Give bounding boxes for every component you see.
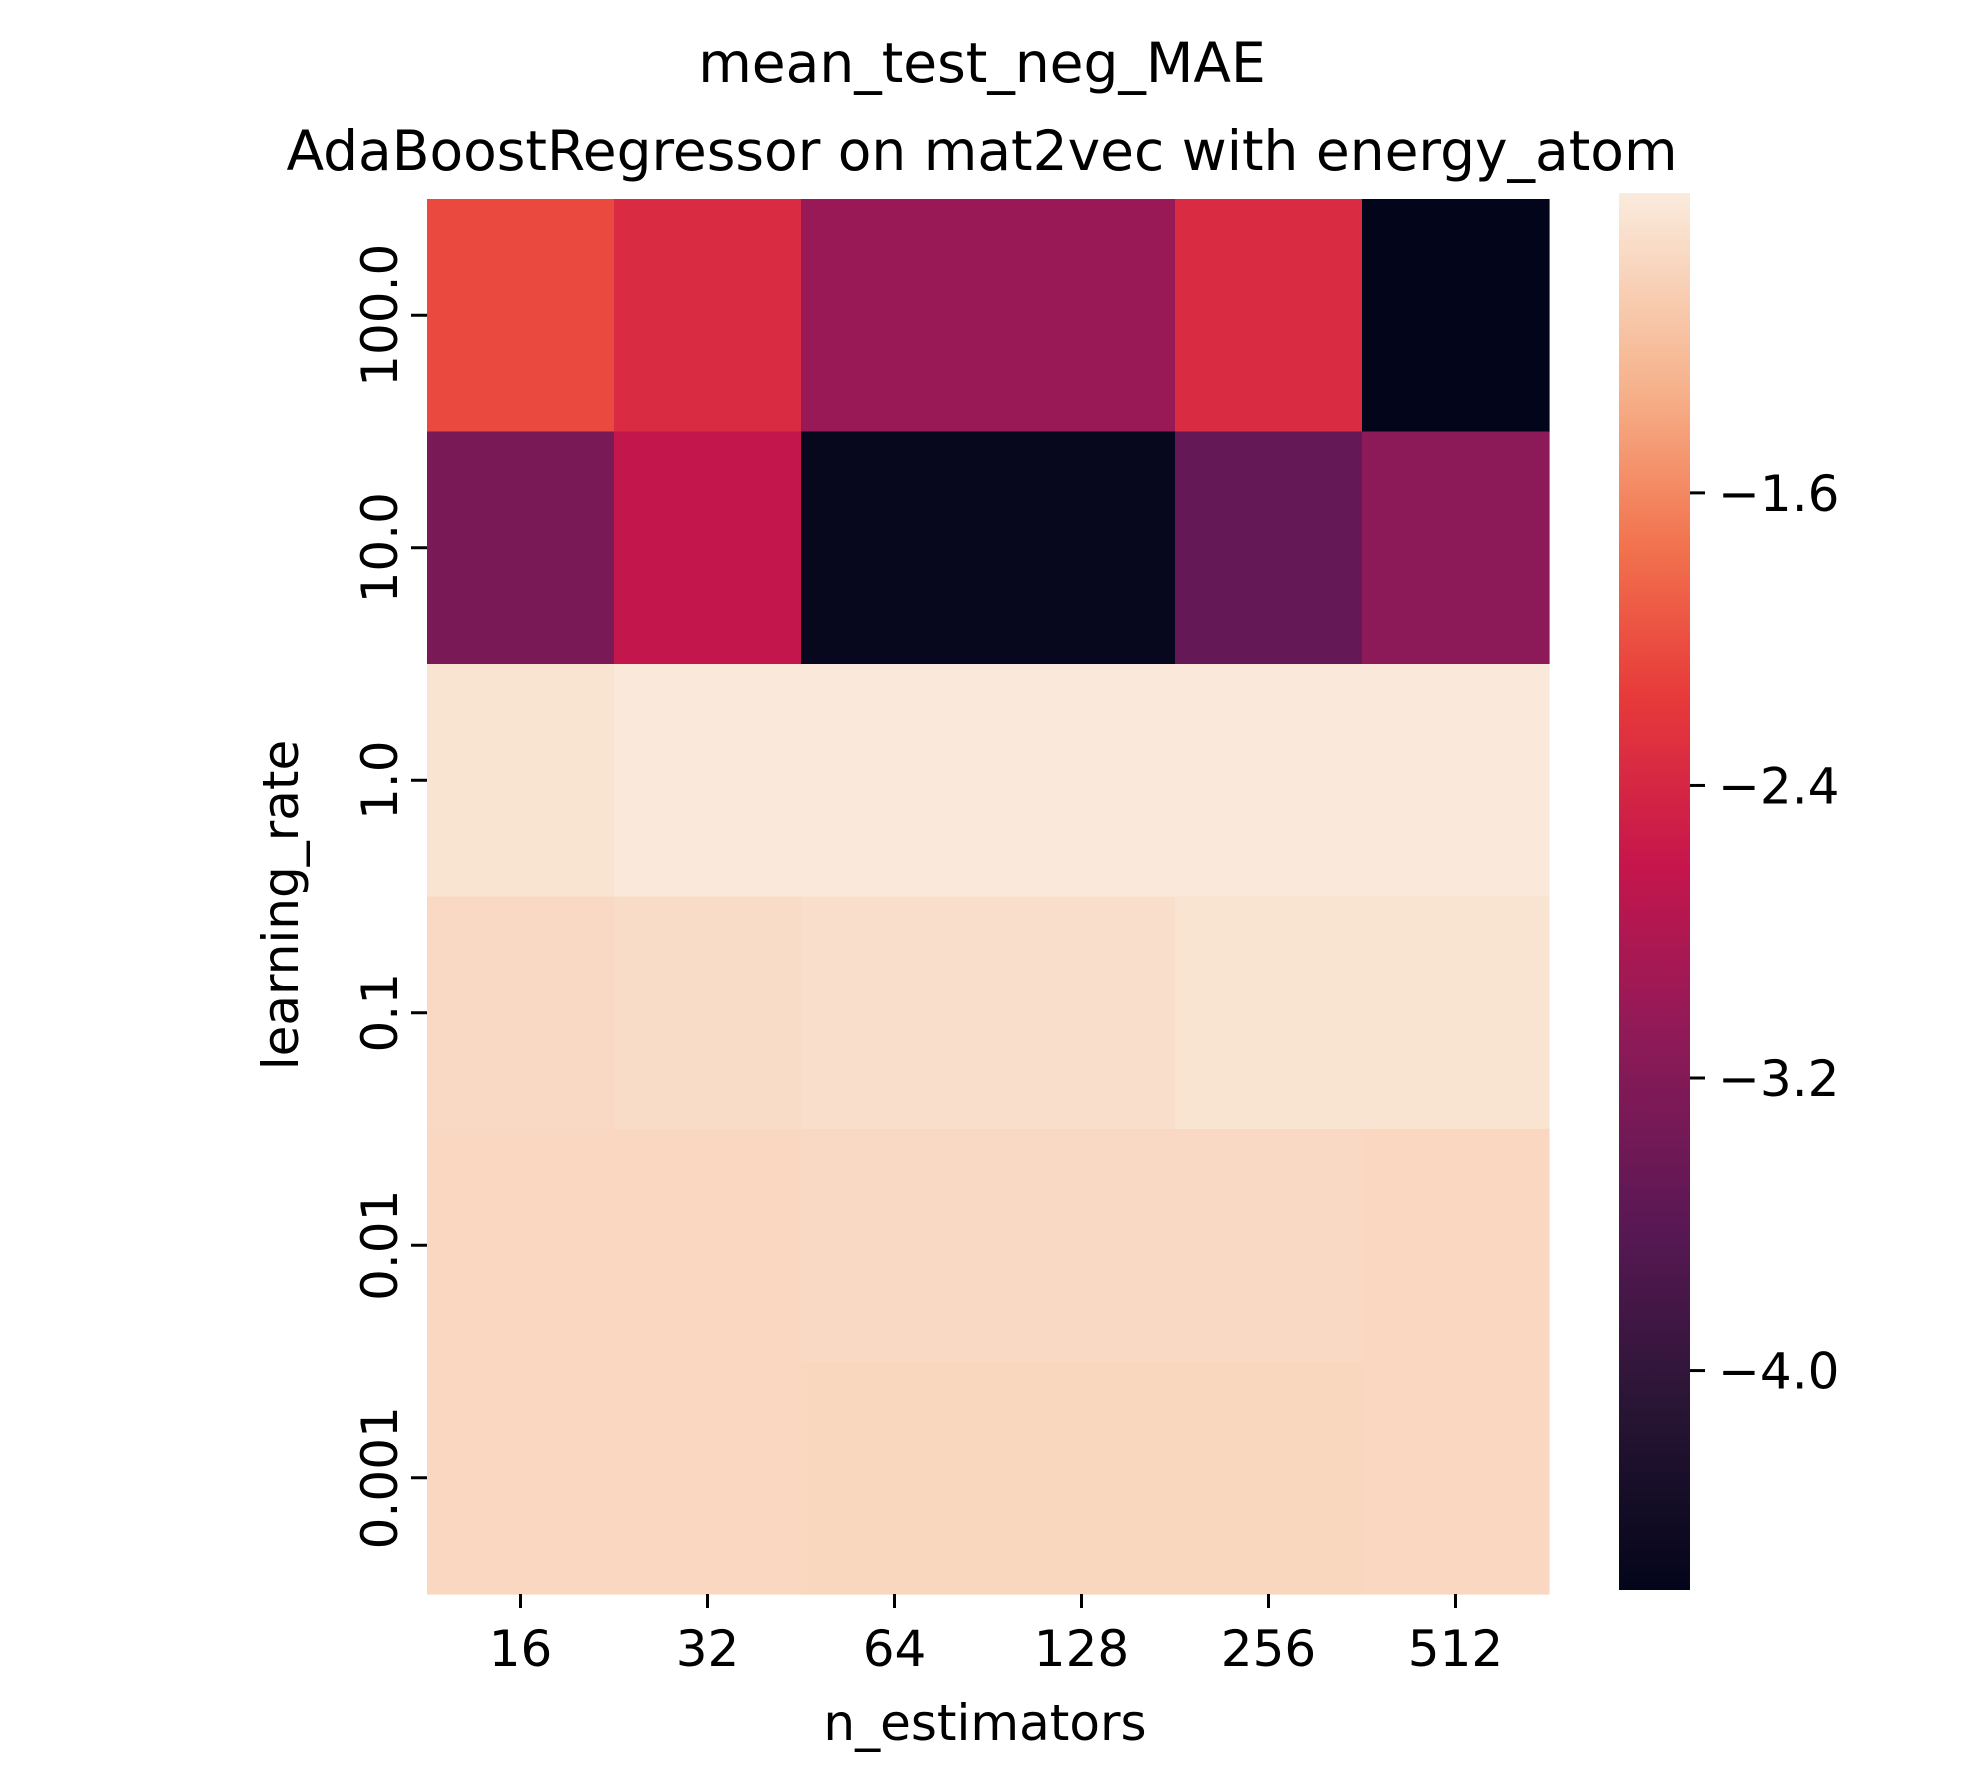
colorbar-ticks: −1.6 −2.4 −3.2 −4.0 — [1690, 465, 1839, 1401]
heatmap-cell — [1362, 199, 1550, 433]
colorbar-tick-label: −2.4 — [1718, 757, 1839, 815]
x-tick-label: 512 — [1408, 1620, 1503, 1678]
heatmap-cell — [427, 1129, 615, 1363]
y-tick-label: 0.001 — [351, 1406, 409, 1549]
heatmap-cell — [614, 664, 802, 898]
heatmap-cell — [988, 664, 1176, 898]
y-tick-label: 0.1 — [351, 973, 409, 1053]
y-tick-label: 100.0 — [351, 244, 409, 387]
chart-subtitle: AdaBoostRegressor on mat2vec with energy… — [286, 119, 1677, 183]
x-axis-ticks: 16 32 64 128 256 512 — [489, 1594, 1503, 1678]
colorbar — [1619, 193, 1690, 1590]
y-axis-ticks: 100.0 10.0 1.0 0.1 0.01 0.001 — [351, 244, 427, 1549]
colorbar-tick-label: −3.2 — [1718, 1050, 1839, 1108]
x-tick-label: 256 — [1221, 1620, 1316, 1678]
heatmap-cell — [988, 1129, 1176, 1363]
heatmap-cell — [1175, 664, 1363, 898]
heatmap-cell — [427, 896, 615, 1130]
heatmap-cells — [427, 199, 1550, 1595]
heatmap-cell — [427, 431, 615, 665]
heatmap-cell — [1175, 199, 1363, 433]
heatmap-cell — [614, 1129, 802, 1363]
heatmap-cell — [614, 431, 802, 665]
heatmap-cell — [1362, 431, 1550, 665]
chart-title: mean_test_neg_MAE — [698, 31, 1266, 95]
y-tick-label: 1.0 — [351, 740, 409, 820]
heatmap-cell — [427, 1361, 615, 1595]
y-axis-label: learning_rate — [252, 740, 310, 1071]
heatmap-cell — [988, 896, 1176, 1130]
x-tick-label: 64 — [863, 1620, 927, 1678]
heatmap-cell — [614, 896, 802, 1130]
heatmap-cell — [614, 199, 802, 433]
x-tick-label: 128 — [1034, 1620, 1129, 1678]
heatmap-cell — [988, 199, 1176, 433]
colorbar-tick-label: −4.0 — [1718, 1343, 1839, 1401]
heatmap-cell — [614, 1361, 802, 1595]
heatmap-cell — [801, 431, 989, 665]
x-axis-label: n_estimators — [823, 1694, 1146, 1752]
heatmap-cell — [801, 664, 989, 898]
heatmap-cell — [1175, 431, 1363, 665]
heatmap-cell — [988, 431, 1176, 665]
x-tick-label: 16 — [489, 1620, 553, 1678]
y-tick-label: 0.01 — [351, 1190, 409, 1301]
heatmap-cell — [801, 199, 989, 433]
heatmap-cell — [427, 199, 615, 433]
heatmap-cell — [1175, 1129, 1363, 1363]
heatmap-cell — [801, 896, 989, 1130]
heatmap-cell — [801, 1129, 989, 1363]
heatmap-cell — [427, 664, 615, 898]
heatmap-cell — [1362, 896, 1550, 1130]
heatmap-cell — [1362, 1361, 1550, 1595]
heatmap-cell — [988, 1361, 1176, 1595]
colorbar-tick-label: −1.6 — [1718, 465, 1839, 523]
heatmap-cell — [1175, 1361, 1363, 1595]
heatmap-cell — [801, 1361, 989, 1595]
x-tick-label: 32 — [676, 1620, 740, 1678]
heatmap-cell — [1175, 896, 1363, 1130]
y-tick-label: 10.0 — [351, 492, 409, 603]
heatmap-cell — [1362, 1129, 1550, 1363]
heatmap-cell — [1362, 664, 1550, 898]
